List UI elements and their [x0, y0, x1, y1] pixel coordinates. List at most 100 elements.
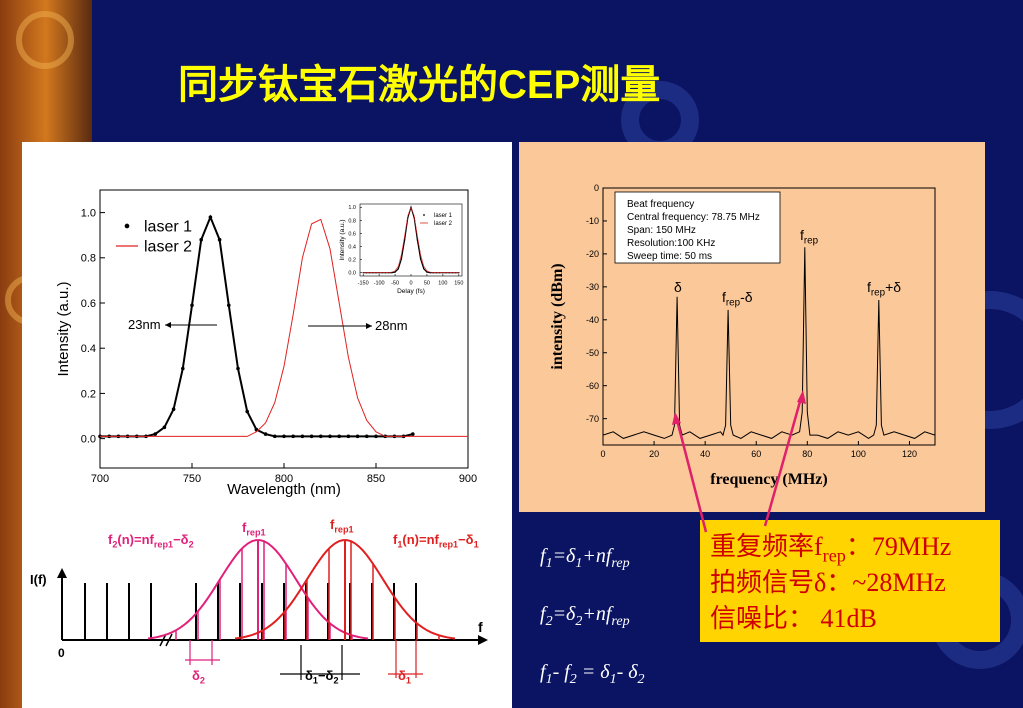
text-run: 1 [313, 675, 318, 685]
y-tick-label: 0 [594, 183, 599, 193]
legend-marker [423, 214, 425, 216]
offset-bracket [185, 640, 220, 665]
x-tick-label: 700 [91, 473, 109, 485]
text-run: =δ [553, 603, 576, 625]
chart: -150 -100 -50 0 50 100 150 0.0 0.2 0.4 0.6 0.8 1.0 De… [339, 203, 463, 295]
plot-frame [602, 187, 936, 446]
y-tick-label: 1.0 [348, 205, 356, 211]
legend-marker [124, 223, 130, 229]
data-point [190, 303, 194, 308]
peak-label: frep-δ [722, 289, 753, 309]
info-line: Beat frequency [627, 199, 694, 210]
legend-label: laser 2 [434, 221, 453, 227]
text-run: f [242, 520, 247, 535]
y-tick-label: 1.0 [81, 207, 96, 219]
peak-label: δ [674, 279, 682, 295]
y-tick-label: -30 [586, 282, 599, 292]
data-point [423, 268, 425, 270]
x-tick-label: 60 [751, 449, 761, 459]
text-run: - δ [617, 661, 639, 683]
y-tick-label: -70 [586, 414, 599, 424]
text-run: 信噪比： 41dB [710, 604, 877, 633]
data-point [362, 272, 364, 274]
text-run: 1 [546, 672, 553, 687]
callout-line: 信噪比： 41dB [710, 604, 877, 633]
legend-label: laser 1 [144, 219, 192, 236]
text-run: 1 [610, 672, 617, 687]
data-point [328, 434, 332, 439]
equation: f1=δ1+nfrep [540, 545, 630, 571]
y-tick-label: 0.2 [81, 388, 96, 400]
data-point [171, 407, 176, 412]
text-run: rep [726, 298, 741, 309]
data-point [397, 268, 399, 270]
text-run: +nf [582, 603, 613, 625]
text-run: 2 [638, 672, 645, 687]
text-run: rep1 [246, 527, 265, 537]
x-tick-label: 150 [454, 281, 463, 287]
x-axis-label: Delay (fs) [397, 288, 425, 295]
x-tick-label: 120 [902, 449, 917, 459]
y-tick-label: 0.2 [348, 258, 356, 264]
arrow-head [478, 635, 488, 645]
y-axis-label: intensity (dBm) [549, 263, 566, 369]
callout-line: 重复频率frep：79MHz [710, 532, 951, 566]
data-point [458, 272, 460, 274]
data-point [217, 237, 222, 242]
chart: 700 750 800 850 900 0.0 0.2 0.4 0.6 0.8 1.0 Wavelen… [55, 189, 477, 498]
text-run: (n)=nf [402, 532, 439, 547]
text-run: f [108, 532, 113, 547]
data-point [319, 434, 323, 439]
arrow-head [366, 323, 372, 329]
arrow-head [797, 390, 806, 404]
data-point [419, 258, 422, 260]
text-run: δ [305, 668, 313, 683]
text-run: - f [553, 661, 573, 683]
offset-bracket [280, 645, 360, 680]
text-run: ：79MHz [846, 532, 951, 561]
text-run: −δ [458, 532, 474, 547]
legend-label: laser 2 [144, 239, 192, 256]
data-point [365, 434, 369, 439]
data-point [355, 434, 360, 439]
x-axis-label: frequency (MHz) [710, 471, 827, 488]
y-axis-label: Intensity (a.u.) [339, 219, 346, 260]
x-tick-label: 50 [424, 281, 430, 287]
x-axis-label: Wavelength (nm) [227, 481, 341, 498]
text-run: f [540, 545, 548, 567]
data-point [162, 425, 167, 430]
data-point [337, 434, 342, 439]
info-line: Span: 150 MHz [627, 225, 696, 236]
info-line: Resolution:100 KHz [627, 238, 715, 249]
text-run: rep [823, 546, 846, 566]
x-tick-label: 100 [851, 449, 866, 459]
text-run: f [540, 661, 548, 683]
series-line [100, 218, 468, 437]
text-run: 2 [189, 539, 194, 549]
x-tick-label: 40 [700, 449, 710, 459]
y-tick-label: 0.0 [348, 271, 356, 277]
data-point [199, 237, 203, 242]
y-tick-label: -60 [586, 381, 599, 391]
text-run: -δ [740, 289, 753, 305]
series-line [602, 247, 936, 439]
y-tick-label: 0.8 [81, 253, 96, 265]
data-point [309, 434, 314, 439]
x-tick-label: 900 [459, 473, 477, 485]
text-run: 拍频信号δ：~28MHz [710, 568, 946, 597]
info-line: Central frequency: 78.75 MHz [627, 212, 760, 223]
x-tick-label: 0 [409, 281, 412, 287]
comb-diagram: I(f)0ff2(n)=nfrep1−δ2frep1frep1f1(n)=nfr… [30, 517, 488, 685]
data-point [426, 271, 428, 273]
data-point [227, 303, 231, 308]
text-run: rep1 [334, 524, 353, 534]
data-point [411, 432, 415, 436]
data-point [282, 434, 286, 439]
y-tick-label: -20 [586, 249, 599, 259]
x-tick-label: 80 [802, 449, 812, 459]
text-run: f [540, 603, 548, 625]
text-run: 1 [575, 556, 582, 571]
text-run: f [330, 517, 335, 532]
equation: f1- f2 = δ1- δ2 [540, 661, 645, 687]
